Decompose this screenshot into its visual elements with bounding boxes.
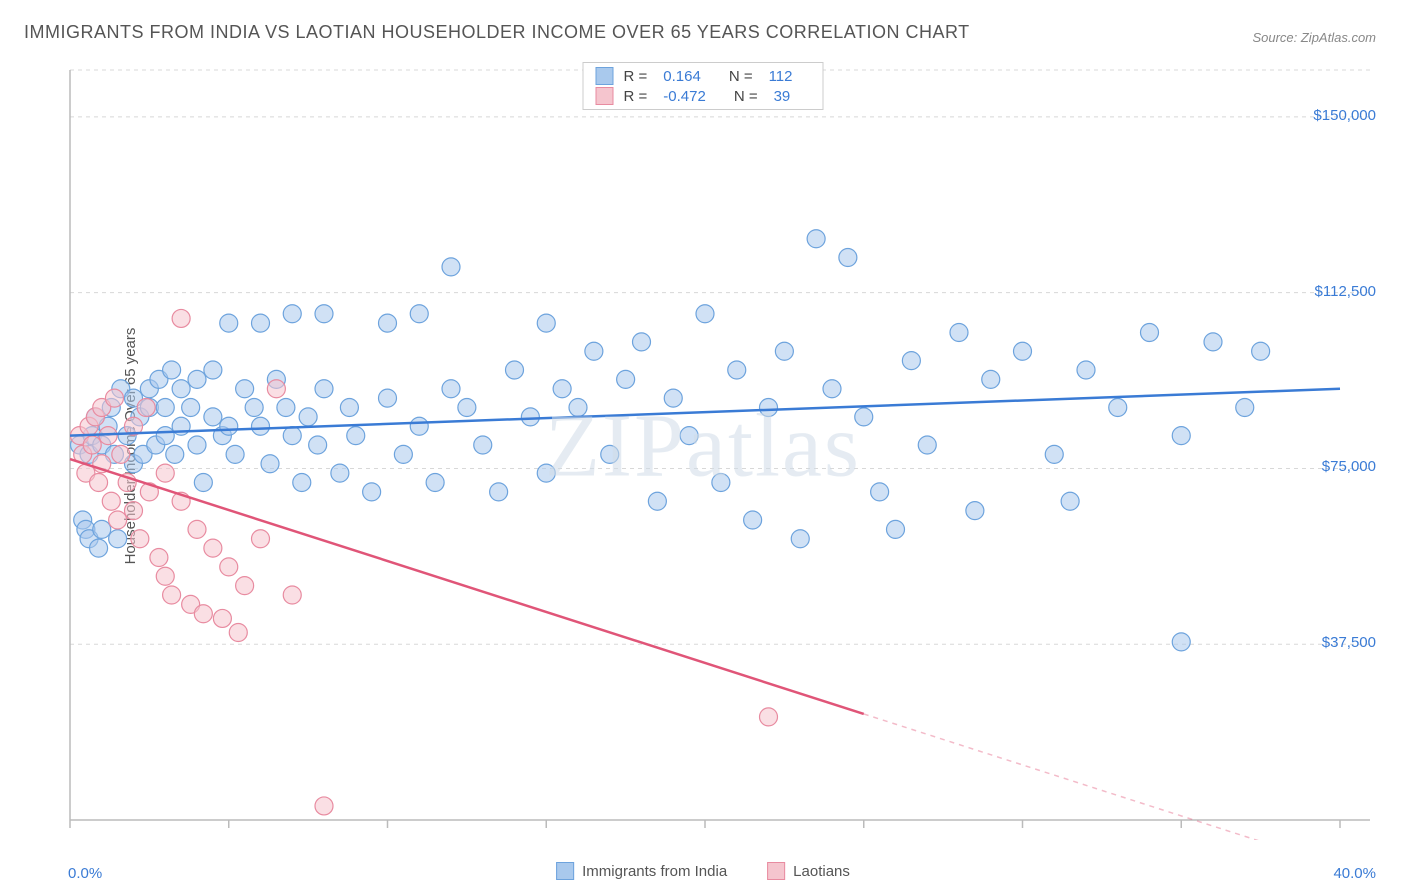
series-legend-label: Immigrants from India — [582, 863, 727, 880]
source-attribution: Source: ZipAtlas.com — [1252, 30, 1376, 45]
y-tick-label: $37,500 — [1322, 634, 1376, 651]
chart-title: IMMIGRANTS FROM INDIA VS LAOTIAN HOUSEHO… — [24, 22, 970, 43]
x-axis-min-label: 0.0% — [68, 865, 102, 882]
r-label: R = — [624, 68, 648, 85]
r-value: 0.164 — [663, 68, 701, 85]
series-legend-item: Laotians — [767, 862, 850, 880]
n-value: 112 — [769, 68, 793, 85]
correlation-legend-row: R = -0.472 N = 39 — [596, 86, 811, 106]
y-tick-label: $150,000 — [1313, 107, 1376, 124]
y-tick-label: $75,000 — [1322, 458, 1376, 475]
legend-swatch — [596, 87, 614, 105]
legend-swatch — [556, 862, 574, 880]
legend-swatch — [596, 67, 614, 85]
correlation-legend-row: R = 0.164 N = 112 — [596, 66, 811, 86]
legend-swatch — [767, 862, 785, 880]
scatter-chart-svg — [60, 60, 1380, 840]
r-label: R = — [624, 88, 648, 105]
series-legend: Immigrants from India Laotians — [556, 862, 850, 880]
correlation-legend: R = 0.164 N = 112 R = -0.472 N = 39 — [583, 62, 824, 110]
chart-area — [60, 60, 1380, 840]
series-legend-item: Immigrants from India — [556, 862, 727, 880]
n-label: N = — [734, 88, 758, 105]
r-value: -0.472 — [663, 88, 706, 105]
y-tick-label: $112,500 — [1315, 283, 1376, 300]
n-label: N = — [729, 68, 753, 85]
series-legend-label: Laotians — [793, 863, 850, 880]
n-value: 39 — [774, 88, 791, 105]
x-axis-max-label: 40.0% — [1333, 865, 1376, 882]
